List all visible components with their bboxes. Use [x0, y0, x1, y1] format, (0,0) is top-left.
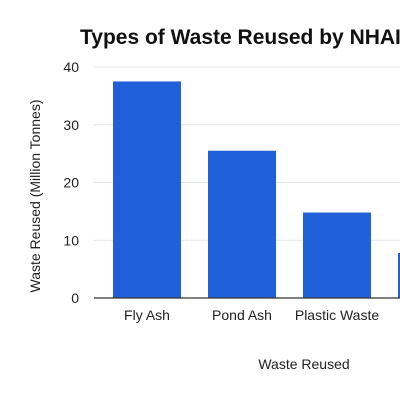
x-axis-label: Waste Reused — [258, 356, 349, 372]
y-tick-label: 10 — [63, 232, 79, 248]
y-tick-label: 0 — [71, 290, 79, 306]
bar — [398, 252, 400, 298]
y-tick-label: 40 — [63, 59, 79, 75]
y-tick-label: 30 — [63, 117, 79, 133]
y-ticks: 0 10 20 30 40 — [63, 59, 79, 306]
y-tick-label: 20 — [63, 175, 79, 191]
x-tick-label: Fly Ash — [124, 307, 170, 323]
chart-title: Types of Waste Reused by NHAI — [80, 26, 400, 49]
x-tick-label: Pond Ash — [212, 307, 272, 323]
bars — [113, 81, 400, 298]
y-axis-label: Waste Reused (Million Tonnes) — [27, 100, 43, 293]
bar — [113, 81, 181, 298]
bar — [208, 150, 276, 298]
bar — [303, 212, 371, 298]
x-tick-label: Plastic Waste — [295, 307, 379, 323]
